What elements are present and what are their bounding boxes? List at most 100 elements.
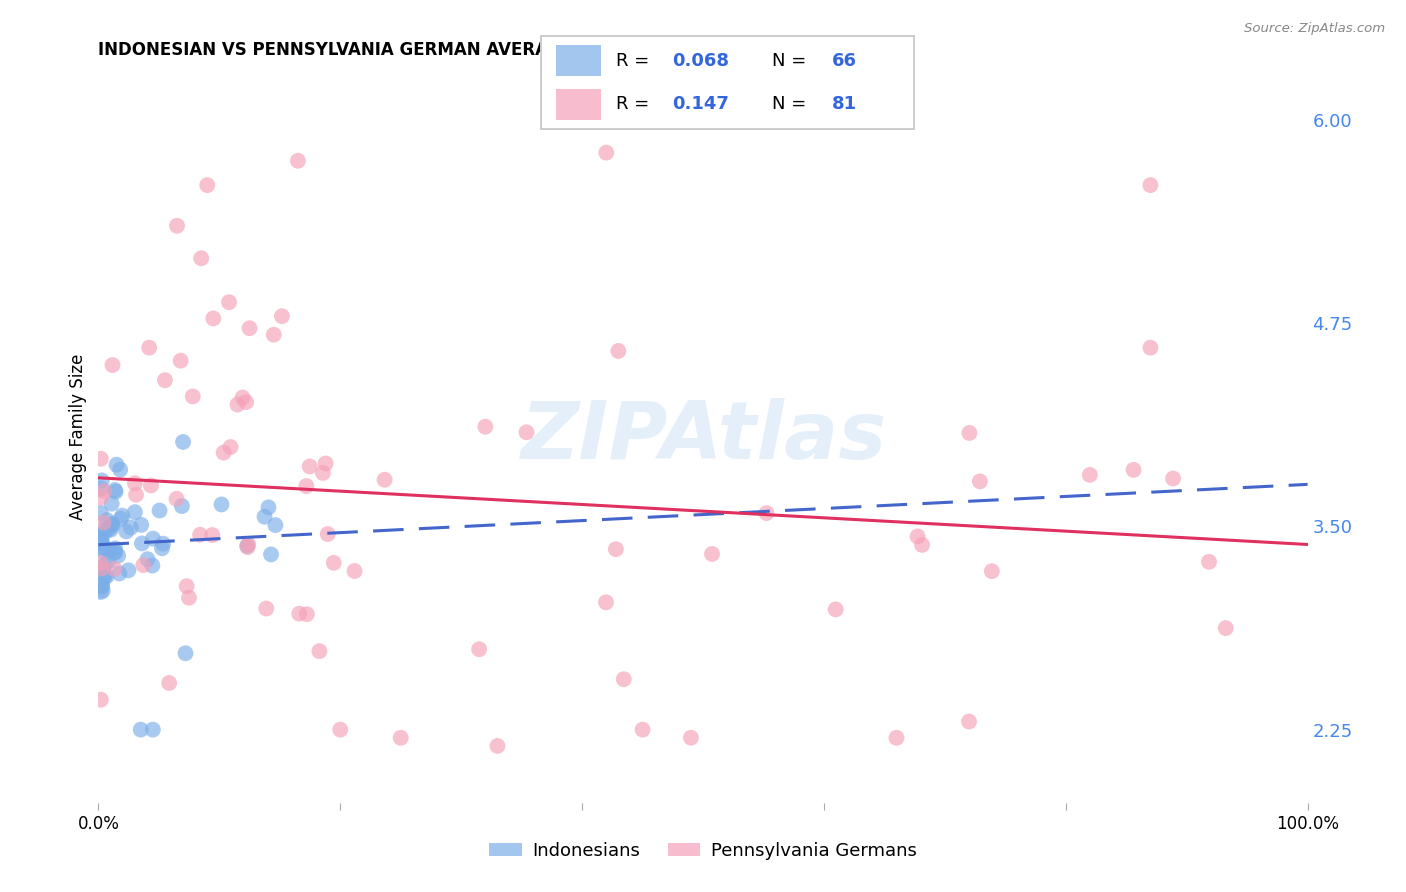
Point	[486, 739, 509, 753]
Point	[108, 462, 131, 476]
Point	[239, 321, 262, 335]
Point	[152, 536, 174, 550]
Point	[90, 534, 112, 549]
Point	[90, 585, 112, 599]
Point	[1215, 621, 1237, 635]
Point	[94, 558, 117, 572]
Point	[264, 518, 287, 533]
Point	[1161, 471, 1184, 485]
Legend: Indonesians, Pennsylvania Germans: Indonesians, Pennsylvania Germans	[482, 835, 924, 867]
Point	[172, 434, 194, 449]
Point	[90, 482, 112, 496]
Point	[824, 602, 846, 616]
Point	[150, 541, 173, 556]
Point	[96, 513, 118, 527]
Point	[94, 541, 117, 555]
Point	[107, 549, 129, 563]
Point	[136, 552, 159, 566]
Point	[177, 591, 200, 605]
Point	[93, 484, 115, 499]
Point	[236, 539, 259, 553]
Point	[195, 178, 218, 193]
Point	[270, 309, 292, 323]
Point	[188, 527, 211, 541]
Point	[104, 484, 127, 499]
Point	[104, 541, 127, 556]
Point	[91, 579, 114, 593]
Point	[108, 566, 131, 581]
Point	[101, 517, 124, 532]
Point	[389, 731, 412, 745]
Point	[755, 506, 778, 520]
Point	[907, 529, 929, 543]
Point	[607, 343, 630, 358]
Point	[117, 563, 139, 577]
Text: 66: 66	[832, 52, 856, 70]
Point	[90, 536, 112, 550]
Point	[93, 516, 115, 530]
Point	[254, 601, 277, 615]
Point	[153, 373, 176, 387]
Point	[90, 491, 112, 505]
Point	[329, 723, 352, 737]
Point	[142, 532, 165, 546]
Point	[115, 524, 138, 539]
Point	[202, 311, 225, 326]
Text: R =: R =	[616, 52, 655, 70]
Point	[886, 731, 908, 745]
Point	[104, 545, 127, 559]
Point	[257, 500, 280, 515]
Point	[110, 512, 132, 526]
Point	[515, 425, 537, 440]
Point	[260, 548, 283, 562]
Point	[1139, 178, 1161, 193]
Point	[93, 525, 115, 540]
Point	[1122, 463, 1144, 477]
Point	[100, 523, 122, 537]
Point	[181, 389, 204, 403]
Point	[287, 153, 309, 168]
Point	[100, 497, 122, 511]
Text: N =: N =	[772, 52, 813, 70]
Point	[124, 476, 146, 491]
Text: 0.068: 0.068	[672, 52, 728, 70]
Point	[90, 474, 112, 488]
Point	[700, 547, 723, 561]
Point	[94, 521, 117, 535]
Point	[125, 488, 148, 502]
Point	[298, 459, 321, 474]
Point	[969, 475, 991, 489]
Point	[90, 506, 112, 520]
Point	[374, 473, 396, 487]
Point	[97, 522, 120, 536]
Point	[91, 561, 114, 575]
Text: R =: R =	[616, 95, 655, 113]
Point	[104, 562, 127, 576]
Point	[148, 503, 170, 517]
Point	[315, 457, 337, 471]
Point	[238, 537, 260, 551]
Point	[91, 544, 114, 558]
Point	[111, 508, 134, 523]
Point	[232, 391, 254, 405]
Point	[295, 479, 318, 493]
Point	[90, 528, 112, 542]
Text: INDONESIAN VS PENNSYLVANIA GERMAN AVERAGE FAMILY SIZE CORRELATION CHART: INDONESIAN VS PENNSYLVANIA GERMAN AVERAG…	[98, 41, 897, 59]
Point	[142, 723, 165, 737]
Point	[93, 569, 115, 583]
Point	[91, 578, 114, 592]
Point	[226, 398, 249, 412]
Point	[322, 556, 344, 570]
Point	[211, 498, 233, 512]
Point	[90, 534, 112, 549]
Point	[129, 517, 152, 532]
Point	[97, 554, 120, 568]
Point	[468, 642, 491, 657]
Point	[343, 564, 366, 578]
Point	[174, 646, 197, 660]
Point	[212, 445, 235, 459]
Point	[595, 595, 617, 609]
Text: 0.147: 0.147	[672, 95, 728, 113]
Point	[218, 295, 240, 310]
Point	[166, 491, 188, 506]
